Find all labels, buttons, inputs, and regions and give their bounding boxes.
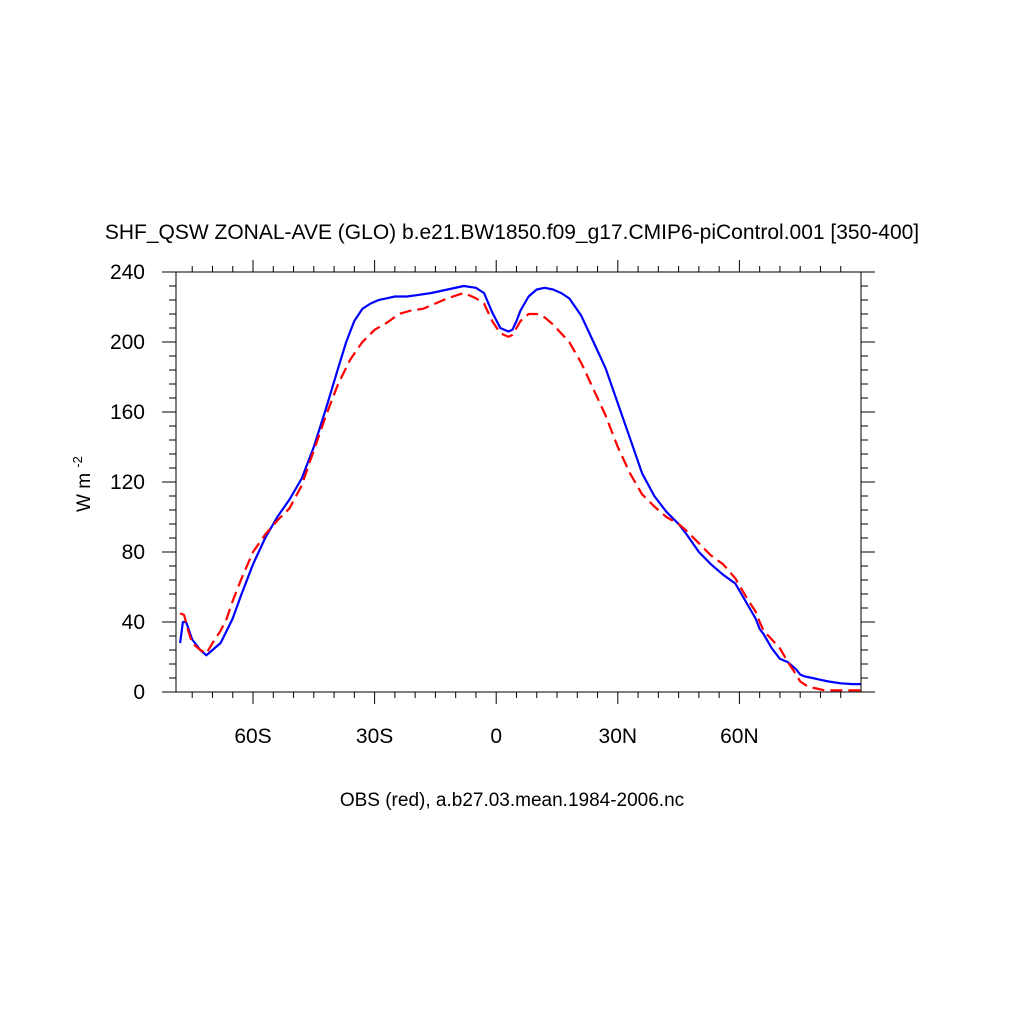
y-axis-label-unit: W m bbox=[74, 473, 95, 512]
minor-ticks bbox=[169, 266, 868, 698]
x-axis-label: OBS (red), a.b27.03.mean.1984-2006.nc bbox=[340, 790, 684, 811]
x-tick-label: 60N bbox=[720, 725, 759, 748]
y-axis-label-exponent: -2 bbox=[70, 456, 85, 468]
y-tick-label: 0 bbox=[133, 681, 145, 704]
chart-title: SHF_QSW ZONAL-AVE (GLO) b.e21.BW1850.f09… bbox=[105, 221, 919, 244]
plot-lines bbox=[179, 284, 861, 692]
y-tick-label: 200 bbox=[110, 331, 145, 354]
x-tick-label: 60S bbox=[234, 725, 271, 748]
y-tick-label: 80 bbox=[122, 541, 145, 564]
plot-frame bbox=[175, 271, 862, 693]
series-line-obs bbox=[179, 291, 861, 692]
x-axis-ticks: 60S 30S 0 30N 60N bbox=[234, 260, 759, 748]
x-tick-label: 0 bbox=[490, 725, 502, 748]
x-tick-label: 30N bbox=[599, 725, 638, 748]
y-tick-label: 240 bbox=[110, 261, 145, 284]
y-tick-label: 40 bbox=[122, 611, 145, 634]
y-tick-label: 120 bbox=[110, 471, 145, 494]
y-axis-ticks: 0 40 80 120 160 200 240 bbox=[110, 261, 875, 704]
series-line-model bbox=[179, 284, 861, 686]
x-tick-label: 30S bbox=[356, 725, 393, 748]
y-tick-label: 160 bbox=[110, 401, 145, 424]
y-axis-label: W m -2 bbox=[70, 456, 95, 512]
